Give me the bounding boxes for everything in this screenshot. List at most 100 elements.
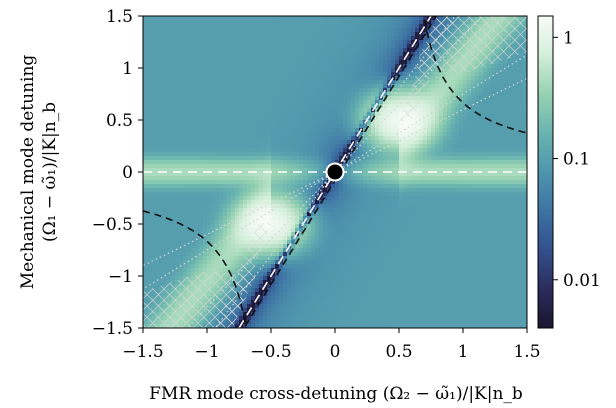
heatmap-cell (247, 228, 252, 233)
heatmap-cell (283, 56, 288, 61)
heatmap-cell (319, 296, 324, 301)
heatmap-cell (343, 92, 348, 97)
heatmap-cell (339, 88, 344, 93)
heatmap-cell (283, 104, 288, 109)
heatmap-cell (363, 52, 368, 57)
heatmap-cell (155, 80, 160, 85)
heatmap-cell (211, 116, 216, 121)
heatmap-cell (355, 224, 360, 229)
heatmap-cell (303, 120, 308, 125)
heatmap-cell (223, 68, 228, 73)
heatmap-cell (171, 52, 176, 57)
heatmap-cell (355, 68, 360, 73)
heatmap-cell (287, 172, 292, 177)
heatmap-cell (363, 316, 368, 321)
heatmap-cell (223, 132, 228, 137)
heatmap-cell (319, 144, 324, 149)
heatmap-cell (163, 180, 168, 185)
heatmap-cell (291, 312, 296, 317)
heatmap-cell (319, 140, 324, 145)
heatmap-cell (355, 52, 360, 57)
heatmap-cell (299, 64, 304, 69)
heatmap-cell (251, 304, 256, 309)
heatmap-cell (243, 68, 248, 73)
heatmap-cell (391, 252, 396, 257)
heatmap-cell (263, 100, 268, 105)
heatmap-cell (343, 260, 348, 265)
heatmap-cell (175, 124, 180, 129)
heatmap-cell (171, 92, 176, 97)
heatmap-cell (227, 100, 232, 105)
heatmap-cell (143, 36, 148, 41)
heatmap-cell (271, 184, 276, 189)
heatmap-cell (307, 72, 312, 77)
heatmap-cell (159, 280, 164, 285)
heatmap-cell (151, 208, 156, 213)
heatmap-cell (335, 140, 340, 145)
heatmap-cell (195, 112, 200, 117)
heatmap-cell (303, 124, 308, 129)
heatmap-cell (211, 184, 216, 189)
heatmap-cell (259, 116, 264, 121)
heatmap-cell (287, 248, 292, 253)
heatmap-cell (243, 228, 248, 233)
heatmap-cell (291, 184, 296, 189)
heatmap-cell (227, 64, 232, 69)
heatmap-cell (371, 256, 376, 261)
heatmap-cell (199, 72, 204, 77)
heatmap-cell (291, 72, 296, 77)
heatmap-cell (347, 216, 352, 221)
heatmap-cell (295, 124, 300, 129)
heatmap-cell (375, 224, 380, 229)
heatmap-cell (287, 136, 292, 141)
heatmap-cell (163, 88, 168, 93)
heatmap-cell (223, 196, 228, 201)
heatmap-cell (347, 320, 352, 325)
heatmap-cell (235, 180, 240, 185)
heatmap-cell (287, 188, 292, 193)
heatmap-cell (207, 200, 212, 205)
heatmap-cell (315, 184, 320, 189)
heatmap-cell (319, 276, 324, 281)
heatmap-cell (371, 120, 376, 125)
heatmap-cell (303, 112, 308, 117)
heatmap-cell (351, 204, 356, 209)
heatmap-cell (319, 108, 324, 113)
heatmap-cell (351, 156, 356, 161)
heatmap-cell (159, 244, 164, 249)
heatmap-cell (327, 288, 332, 293)
heatmap-cell (187, 164, 192, 169)
heatmap-cell (383, 184, 388, 189)
heatmap-cell (263, 276, 268, 281)
heatmap-cell (163, 204, 168, 209)
heatmap-cell (195, 32, 200, 37)
heatmap-cell (191, 20, 196, 25)
heatmap-cell (243, 308, 248, 313)
heatmap-cell (323, 312, 328, 317)
heatmap-cell (311, 144, 316, 149)
heatmap-cell (227, 92, 232, 97)
heatmap-cell (183, 160, 188, 165)
heatmap-cell (367, 160, 372, 165)
heatmap-cell (303, 48, 308, 53)
heatmap-cell (363, 260, 368, 265)
heatmap-cell (299, 208, 304, 213)
heatmap-cell (383, 248, 388, 253)
heatmap-cell (243, 76, 248, 81)
heatmap-cell (215, 252, 220, 257)
heatmap-cell (255, 304, 260, 309)
heatmap-cell (243, 188, 248, 193)
heatmap-cell (367, 248, 372, 253)
heatmap-cell (307, 24, 312, 29)
heatmap-cell (319, 16, 324, 21)
heatmap-cell (303, 68, 308, 73)
heatmap-cell (151, 172, 156, 177)
heatmap-cell (207, 168, 212, 173)
heatmap-cell (223, 192, 228, 197)
heatmap-cell (259, 312, 264, 317)
heatmap-cell (183, 60, 188, 65)
heatmap-cell (299, 312, 304, 317)
heatmap-cell (331, 272, 336, 277)
heatmap-cell (247, 60, 252, 65)
heatmap-cell (147, 180, 152, 185)
